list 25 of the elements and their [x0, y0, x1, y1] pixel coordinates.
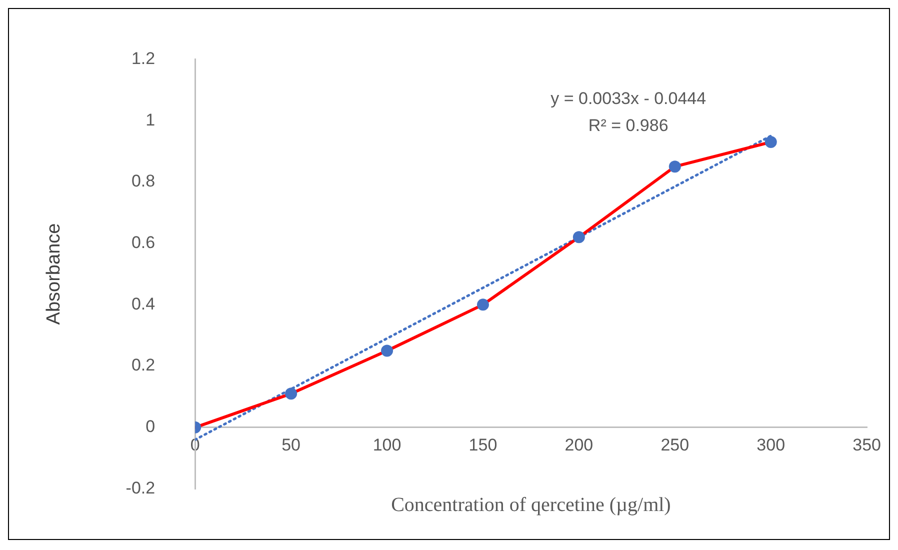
x-axis-title: Concentration of qercetine (µg/ml)	[391, 494, 671, 516]
y-tick-label: -0.2	[126, 478, 156, 498]
y-tick-label: 0.4	[131, 294, 156, 314]
x-tick-label: 50	[282, 435, 301, 454]
y-tick-label: 0	[146, 417, 156, 436]
point	[381, 344, 394, 357]
x-tick-label: 150	[468, 435, 498, 454]
y-tick-label: 0.6	[131, 233, 156, 252]
annotation: R² = 0.986	[588, 116, 668, 135]
y-tick-label: 1.2	[131, 48, 156, 68]
x-tick-label: 350	[852, 435, 882, 454]
y-tick-label: 1	[146, 110, 156, 130]
x-tick-label: 300	[756, 435, 786, 454]
x-tick-label: 200	[564, 435, 594, 454]
point	[476, 298, 489, 311]
x-tick-label: 100	[372, 435, 402, 454]
point	[285, 388, 298, 400]
y-axis-title: Absorbance	[44, 223, 65, 325]
point	[668, 160, 681, 173]
x-tick-label: 250	[660, 435, 690, 454]
point	[764, 136, 777, 148]
annotation: y = 0.0033x - 0.0444	[550, 88, 706, 108]
y-tick-label: 0.8	[131, 172, 156, 191]
point	[572, 231, 585, 244]
y-tick-label: 0.2	[131, 356, 156, 375]
